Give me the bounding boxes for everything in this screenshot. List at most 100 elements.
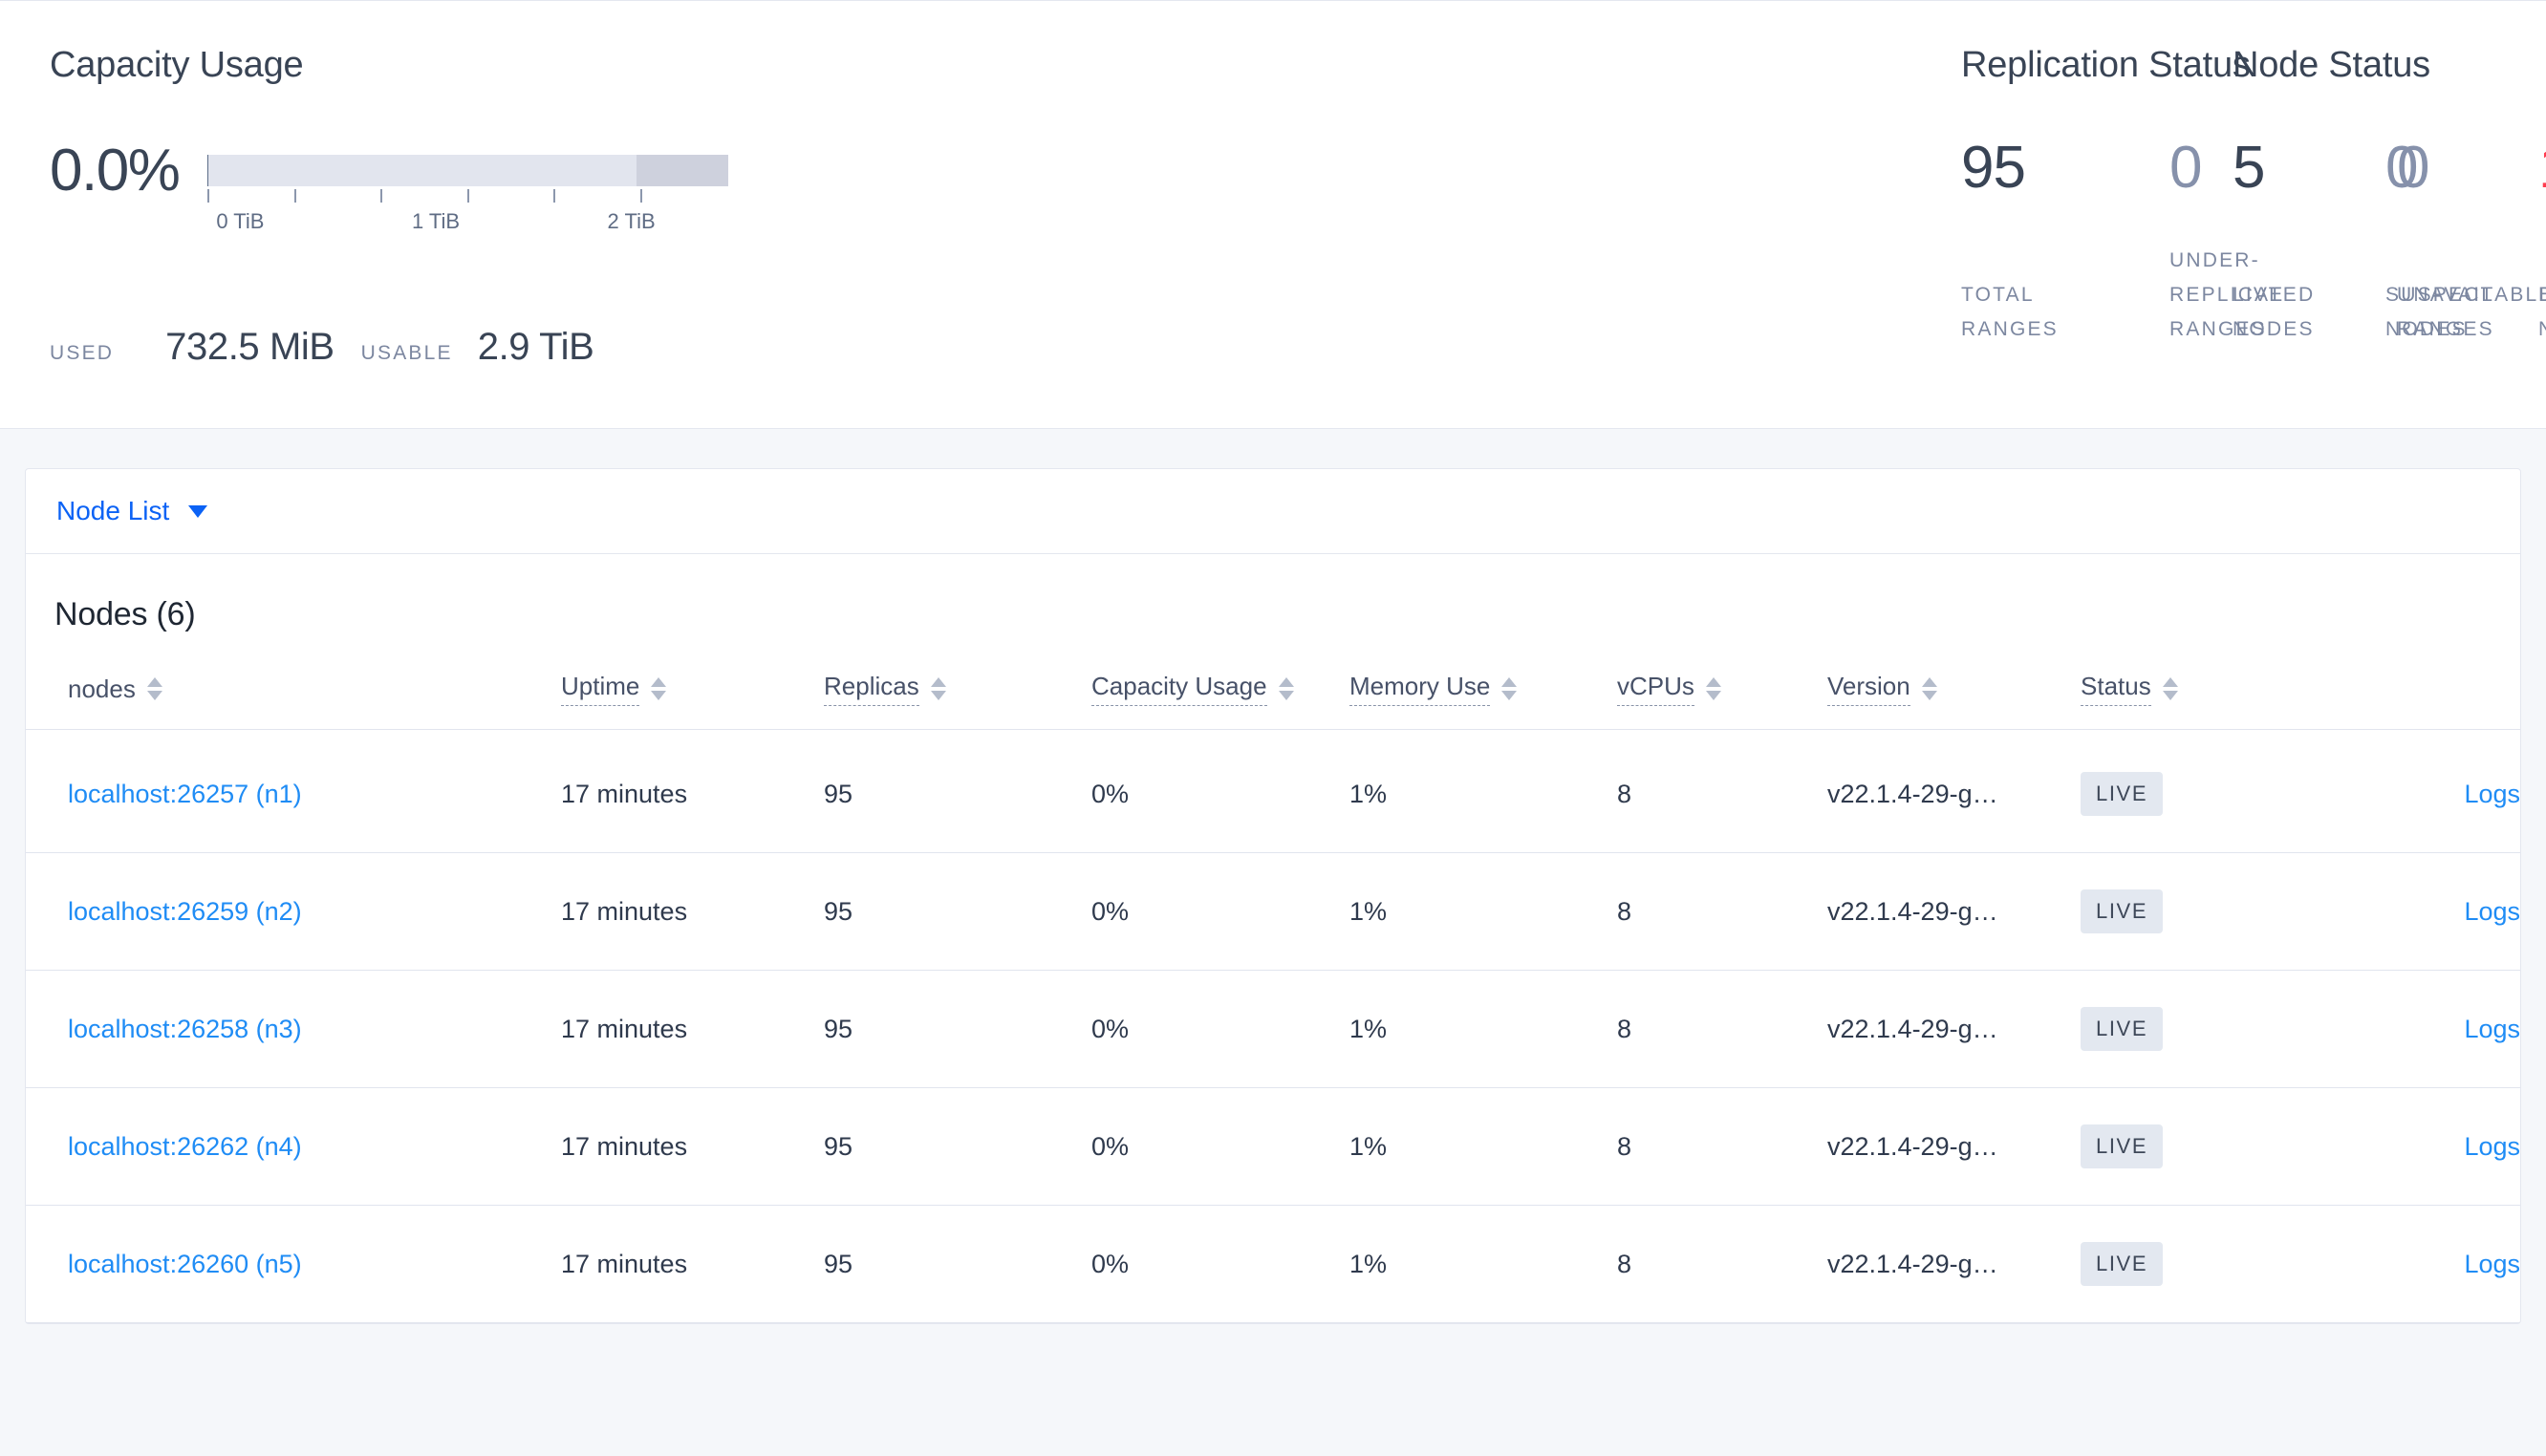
cell-memory: 1% xyxy=(1349,1087,1617,1206)
status-badge: LIVE xyxy=(2081,1242,2164,1286)
node-link[interactable]: localhost:26259 (n2) xyxy=(68,896,302,926)
node-link[interactable]: localhost:26258 (n3) xyxy=(68,1014,302,1043)
cell-version: v22.1.4-29-g… xyxy=(1827,1205,2081,1323)
capacity-axis-tick-labels: 0 TiB 1 TiB 2 TiB xyxy=(207,209,800,233)
cell-capacity: 0% xyxy=(1091,970,1349,1088)
cell-version: v22.1.4-29-g… xyxy=(1827,1087,2081,1206)
column-header-label: Uptime xyxy=(561,672,640,706)
sort-arrows-icon[interactable] xyxy=(146,677,162,700)
cell-logs: Logs xyxy=(2334,729,2520,853)
column-header-vcpus[interactable]: vCPUs xyxy=(1617,633,1827,730)
column-header-label: Memory Use xyxy=(1349,672,1491,706)
cell-memory: 1% xyxy=(1349,970,1617,1088)
column-header-nodes[interactable]: nodes xyxy=(26,633,561,730)
replication-status-metrics: 95 TOTAL RANGES 0 UNDER- REPLICATED RANG… xyxy=(1961,135,2546,340)
cell-vcpus: 8 xyxy=(1617,1087,1827,1206)
cell-replicas: 95 xyxy=(824,1087,1091,1206)
axis-tick-label: 1 TiB xyxy=(411,209,461,233)
suspect-nodes-metric: 0 SUSPECT NODES xyxy=(2385,135,2538,340)
logs-link[interactable]: Logs xyxy=(2464,1131,2520,1161)
logs-link[interactable]: Logs xyxy=(2464,896,2520,926)
sort-arrows-icon[interactable] xyxy=(1705,677,1721,700)
table-row: localhost:26258 (n3) 17 minutes 95 0% 1%… xyxy=(26,970,2520,1088)
capacity-bar-wrap: 0 TiB 1 TiB 2 TiB xyxy=(207,155,800,233)
node-link[interactable]: localhost:26257 (n1) xyxy=(68,779,302,808)
cell-vcpus: 8 xyxy=(1617,1205,1827,1323)
column-header-uptime[interactable]: Uptime xyxy=(561,633,824,730)
column-header-replicas[interactable]: Replicas xyxy=(824,633,1091,730)
node-list-dropdown[interactable]: Node List xyxy=(56,496,208,526)
suspect-nodes-value: 0 xyxy=(2385,135,2418,201)
cell-logs: Logs xyxy=(2334,852,2520,971)
sort-arrows-icon[interactable] xyxy=(2162,677,2178,700)
capacity-usage-card: Capacity Usage 0.0% 0 TiB 1 xyxy=(0,1,1116,428)
live-nodes-value: 5 xyxy=(2233,135,2265,201)
cell-version: v22.1.4-29-g… xyxy=(1827,970,2081,1088)
cell-logs: Logs xyxy=(2334,970,2520,1088)
capacity-bar xyxy=(207,155,729,186)
node-status-title: Node Status xyxy=(2233,45,2430,85)
status-badge: LIVE xyxy=(2081,1124,2164,1168)
cell-node: localhost:26258 (n3) xyxy=(26,970,561,1088)
cell-node: localhost:26260 (n5) xyxy=(26,1205,561,1323)
sort-arrows-icon[interactable] xyxy=(1921,677,1937,700)
cell-capacity: 0% xyxy=(1091,1205,1349,1323)
replication-status-title: Replication Status xyxy=(1961,45,2251,85)
unavailable-ranges-metric: 0 UNAVAILABLE RANGES xyxy=(2397,135,2546,340)
unavailable-ranges-value: 0 xyxy=(2397,135,2429,201)
live-nodes-metric: 5 LIVE NODES xyxy=(2233,135,2385,340)
under-replicated-ranges-metric: 0 UNDER- REPLICATED RANGES xyxy=(2169,135,2397,340)
axis-tick xyxy=(553,189,556,203)
sort-arrows-icon[interactable] xyxy=(930,677,946,700)
cell-capacity: 0% xyxy=(1091,729,1349,853)
dead-nodes-metric: 1 DEAD NODES xyxy=(2538,135,2546,340)
column-header-label: vCPUs xyxy=(1617,672,1694,706)
dead-nodes-value: 1 xyxy=(2538,135,2546,202)
cell-replicas: 95 xyxy=(824,1205,1091,1323)
sort-arrows-icon[interactable] xyxy=(1278,677,1294,700)
under-replicated-ranges-value: 0 xyxy=(2169,135,2202,201)
under-replicated-ranges-label: UNDER- REPLICATED RANGES xyxy=(2169,249,2316,340)
node-list-dropdown-label: Node List xyxy=(56,496,170,525)
nodes-heading: Nodes (6) xyxy=(54,596,196,632)
capacity-bar-unused-segment xyxy=(636,155,729,186)
cell-uptime: 17 minutes xyxy=(561,1205,824,1323)
used-label: USED xyxy=(50,342,115,364)
cell-uptime: 17 minutes xyxy=(561,1087,824,1206)
capacity-usage-chart: 0.0% 0 TiB 1 TiB 2 TiB xyxy=(50,141,800,233)
total-ranges-label: TOTAL RANGES xyxy=(1961,284,2059,340)
cell-status: LIVE xyxy=(2081,970,2334,1088)
status-badge: LIVE xyxy=(2081,889,2164,933)
column-header-status[interactable]: Status xyxy=(2081,633,2334,730)
cell-version: v22.1.4-29-g… xyxy=(1827,852,2081,971)
usable-label: USABLE xyxy=(360,342,453,364)
logs-link[interactable]: Logs xyxy=(2464,779,2520,808)
axis-tick xyxy=(207,189,210,203)
table-row: localhost:26260 (n5) 17 minutes 95 0% 1%… xyxy=(26,1205,2520,1323)
logs-link[interactable]: Logs xyxy=(2464,1014,2520,1043)
capacity-stats-row: USED 732.5 MiB USABLE 2.9 TiB xyxy=(50,326,594,369)
cell-capacity: 0% xyxy=(1091,852,1349,971)
sort-arrows-icon[interactable] xyxy=(1501,677,1518,700)
node-list-tabbar: Node List xyxy=(26,469,2520,554)
sort-arrows-icon[interactable] xyxy=(651,677,667,700)
cell-uptime: 17 minutes xyxy=(561,970,824,1088)
cell-replicas: 95 xyxy=(824,970,1091,1088)
cell-logs: Logs xyxy=(2334,1087,2520,1206)
column-header-memory-use[interactable]: Memory Use xyxy=(1349,633,1617,730)
cell-node: localhost:26262 (n4) xyxy=(26,1087,561,1206)
axis-tick-label: 2 TiB xyxy=(607,209,656,233)
node-link[interactable]: localhost:26262 (n4) xyxy=(68,1131,302,1161)
capacity-axis-ticks xyxy=(207,189,728,204)
cell-logs: Logs xyxy=(2334,1205,2520,1323)
table-row: localhost:26262 (n4) 17 minutes 95 0% 1%… xyxy=(26,1087,2520,1206)
cell-status: LIVE xyxy=(2081,1205,2334,1323)
chevron-down-icon xyxy=(188,504,208,518)
cell-status: LIVE xyxy=(2081,729,2334,853)
column-header-version[interactable]: Version xyxy=(1827,633,2081,730)
dead-nodes-label: DEAD NODES xyxy=(2538,278,2546,347)
node-link[interactable]: localhost:26260 (n5) xyxy=(68,1249,302,1278)
column-header-capacity-usage[interactable]: Capacity Usage xyxy=(1091,633,1349,730)
capacity-usage-title: Capacity Usage xyxy=(50,45,304,85)
logs-link[interactable]: Logs xyxy=(2464,1249,2520,1278)
